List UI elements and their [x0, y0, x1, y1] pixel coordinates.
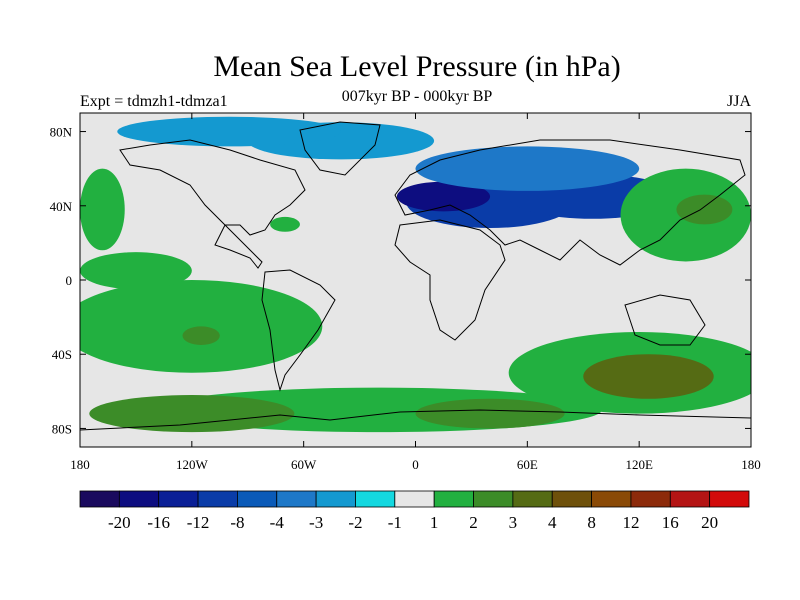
colorbar-label-2: -12	[187, 513, 210, 532]
anomaly-region-16	[182, 326, 220, 345]
y-tick-label-3: 40S	[52, 347, 72, 362]
colorbar-swatch-13	[591, 490, 632, 508]
colorbar-label-15: 20	[701, 513, 718, 532]
colorbar-swatch-1	[118, 490, 160, 508]
period-label: 007kyr BP - 000kyr BP	[341, 88, 493, 105]
x-tick-label-4: 60E	[517, 457, 538, 472]
coastline-australia	[624, 294, 706, 346]
anomaly-region-5	[117, 116, 341, 147]
colorbar-label-12: 8	[587, 513, 596, 532]
y-tick-label-1: 40N	[50, 199, 73, 214]
anomaly-region-6	[80, 168, 125, 251]
coastline-greenland	[299, 121, 381, 176]
anomaly-region-12	[583, 354, 714, 399]
colorbar-label-14: 16	[662, 513, 679, 532]
colorbar-label-8: 1	[430, 513, 439, 532]
x-tick-label-2: 60W	[291, 457, 317, 472]
colorbar-label-1: -16	[147, 513, 170, 532]
colorbar-swatch-16	[709, 490, 750, 508]
x-tick-label-6: 180	[741, 457, 761, 472]
colorbar-swatch-2	[158, 490, 199, 508]
colorbar-swatch-15	[669, 490, 711, 508]
coastline-eurasia	[394, 139, 746, 266]
colorbar-swatch-11	[512, 490, 553, 508]
colorbar-swatch-10	[473, 490, 514, 508]
coastline-south-america	[261, 269, 336, 392]
colorbar-swatch-12	[551, 490, 592, 508]
x-tick-label-5: 120E	[625, 457, 653, 472]
colorbar-swatch-6	[315, 490, 356, 508]
y-tick-label-0: 80N	[50, 125, 73, 140]
coastline-antarctica	[80, 409, 751, 431]
colorbar-label-10: 3	[509, 513, 518, 532]
chart-title: Mean Sea Level Pressure (in hPa)	[213, 50, 621, 83]
anomaly-region-15	[415, 398, 565, 429]
colorbar-swatch-9	[433, 490, 474, 508]
colorbar-label-3: -8	[230, 513, 244, 532]
colorbar-swatch-5	[276, 490, 317, 508]
colorbar-label-4: -4	[270, 513, 285, 532]
anomaly-region-7	[80, 280, 323, 373]
colorbar-swatch-7	[355, 490, 396, 508]
colorbar-label-9: 2	[469, 513, 478, 532]
coastline-africa	[394, 219, 506, 341]
colorbar-label-11: 4	[548, 513, 557, 532]
colorbar: -20 -16 -12 -8 -4 -3 -2 -1 1 2 3 4 8 12 16 20	[79, 490, 750, 532]
x-tick-label-3: 0	[412, 457, 419, 472]
colorbar-label-13: 12	[622, 513, 639, 532]
anomaly-region-3	[415, 146, 640, 191]
y-tick-label-4: 80S	[52, 421, 72, 436]
anomaly-region-10	[676, 194, 733, 225]
anomaly-region-17	[270, 216, 300, 232]
colorbar-swatch-14	[630, 490, 671, 508]
colorbar-swatch-4	[237, 490, 278, 508]
colorbar-label-5: -3	[309, 513, 323, 532]
experiment-label: Expt = tdmzh1-tdmza1	[80, 93, 228, 110]
anomaly-field-layer	[80, 116, 751, 433]
x-tick-label-0: 180	[70, 457, 90, 472]
colorbar-swatch-8	[394, 490, 435, 508]
colorbar-swatch-3	[197, 490, 238, 508]
y-tick-label-2: 0	[66, 273, 73, 288]
y-axis: 80N 40N 0 40S 80S	[50, 125, 751, 436]
colorbar-label-0: -20	[108, 513, 131, 532]
x-tick-label-1: 120W	[176, 457, 209, 472]
colorbar-swatch-0	[79, 490, 120, 508]
coastline-north-america	[119, 139, 306, 269]
anomaly-region-14	[89, 395, 295, 433]
colorbar-label-7: -1	[388, 513, 402, 532]
anomaly-region-8	[80, 252, 192, 290]
colorbar-label-6: -2	[348, 513, 362, 532]
x-axis: 180 120W 60W 0 60E 120E 180	[70, 113, 761, 472]
anomaly-region-1	[396, 181, 491, 212]
coastlines	[80, 121, 751, 431]
season-label: JJA	[726, 93, 751, 110]
